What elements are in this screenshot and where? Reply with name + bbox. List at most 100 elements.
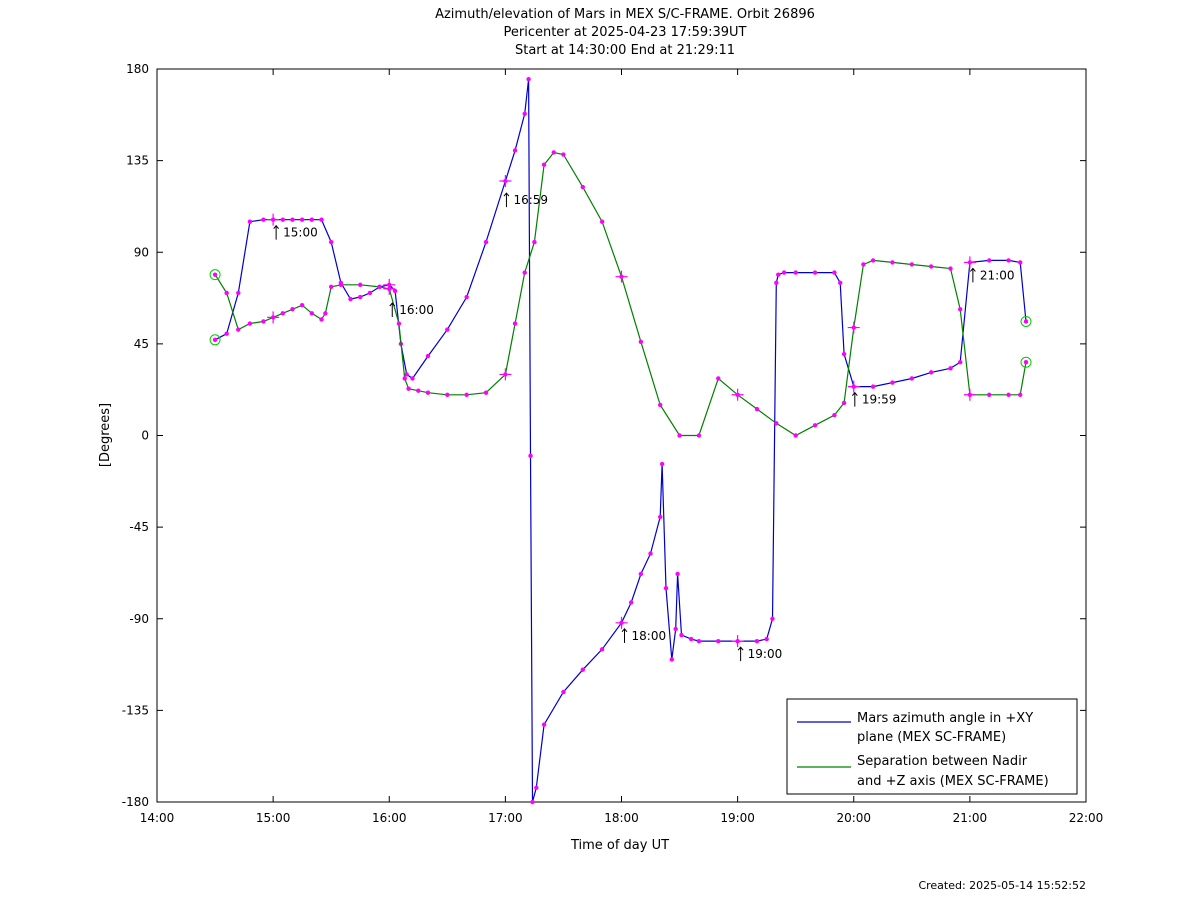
legend-box [786, 698, 1078, 795]
hour-annotation: 19:00 [737, 646, 783, 661]
legend-label-azimuth-line-2: plane (MEX SC-FRAME) [857, 730, 1006, 745]
series-line-separation [214, 151, 1027, 437]
series-line-azimuth [214, 79, 1027, 803]
data-point-separation [290, 307, 295, 312]
data-point-azimuth [659, 461, 665, 467]
data-point-azimuth [280, 217, 286, 222]
data-point-azimuth [561, 689, 566, 695]
data-point-azimuth [754, 638, 760, 644]
data-point-azimuth [793, 270, 798, 275]
data-point-azimuth [319, 217, 324, 222]
data-point-separation [406, 386, 411, 391]
data-point-azimuth [348, 296, 353, 302]
data-point-separation [638, 339, 644, 345]
data-point-azimuth [841, 351, 847, 357]
data-point-separation [445, 392, 450, 397]
hour-label-layer: 15:00 16:00 16:59 18:00 19:00 19:59 21:00 [273, 192, 1015, 661]
data-point-azimuth [696, 638, 702, 644]
data-point-azimuth [392, 288, 398, 294]
data-point-azimuth [445, 327, 450, 332]
series-separation [209, 150, 1032, 438]
hour-cross-marker-azimuth [499, 174, 512, 187]
data-point-separation [987, 392, 992, 397]
endpoint-marker-azimuth [1020, 315, 1032, 327]
data-point-azimuth [870, 384, 876, 389]
hour-cross-marker-azimuth [267, 213, 280, 226]
data-point-azimuth [770, 616, 775, 621]
hour-annotation: 16:59 [503, 192, 548, 208]
data-point-separation [425, 390, 431, 395]
created-timestamp: Created: 2025-05-14 15:52:52 [918, 879, 1086, 892]
hour-cross-marker-azimuth [847, 380, 860, 393]
hour-annotation: 15:00 [273, 224, 318, 240]
endpoint-marker-separation [209, 269, 221, 281]
data-point-azimuth [247, 219, 253, 224]
data-point-azimuth [776, 272, 781, 277]
data-point-separation [377, 284, 382, 290]
data-point-azimuth [838, 280, 843, 285]
data-point-separation [541, 162, 547, 167]
data-point-azimuth [309, 217, 315, 222]
data-point-azimuth [948, 366, 953, 371]
endpoint-marker-azimuth [209, 334, 221, 346]
y-tick-label: 180 [126, 62, 149, 76]
data-point-azimuth [987, 258, 992, 263]
data-point-azimuth [957, 360, 963, 365]
data-point-azimuth [261, 217, 266, 222]
data-point-azimuth [1017, 260, 1023, 265]
data-point-azimuth [1006, 258, 1011, 263]
hour-cross-marker-separation [615, 270, 628, 283]
up-arrow-icon [969, 267, 976, 283]
data-point-separation [532, 239, 537, 245]
hour-annotation-label: 18:00 [632, 629, 667, 643]
data-point-azimuth [328, 239, 334, 245]
data-point-separation [551, 150, 556, 155]
chart-title-line-3: Start at 14:30:00 End at 21:29:11 [515, 43, 735, 58]
data-point-separation [658, 402, 663, 408]
up-arrow-icon [503, 192, 510, 208]
data-point-separation [861, 262, 866, 267]
data-point-azimuth [367, 290, 373, 296]
data-point-separation [328, 284, 334, 290]
data-point-separation [224, 290, 229, 296]
data-point-azimuth [1023, 319, 1029, 324]
data-point-separation [1006, 392, 1011, 397]
data-point-azimuth [764, 636, 769, 642]
data-point-azimuth [530, 799, 535, 805]
y-tick-label: 45 [134, 337, 149, 351]
data-point-separation [319, 317, 324, 322]
data-point-azimuth [774, 280, 779, 285]
data-point-azimuth [890, 380, 895, 385]
y-tick-label: -45 [129, 520, 149, 534]
up-arrow-icon [851, 391, 858, 407]
data-point-azimuth [528, 453, 533, 459]
data-point-separation [212, 272, 218, 277]
data-point-separation [396, 321, 402, 326]
chart-title-line-2: Pericenter at 2025-04-23 17:59:39UT [503, 25, 746, 40]
hour-annotation-label: 19:00 [748, 647, 783, 661]
data-point-azimuth [599, 647, 605, 652]
hour-cross-marker-separation [499, 368, 512, 381]
hour-annotation-label: 16:59 [513, 193, 548, 207]
x-axis: 14:00 15:00 16:00 17:00 18:00 19:00 20:00 21:00… [140, 69, 1104, 825]
data-point-separation [599, 219, 605, 224]
data-point-separation [522, 270, 527, 275]
hour-annotation-label: 21:00 [980, 268, 1015, 282]
x-tick-label: 18:00 [604, 811, 639, 825]
x-tick-label: 22:00 [1069, 811, 1104, 825]
data-point-separation [774, 421, 779, 426]
data-point-separation [338, 282, 344, 288]
data-point-separation [512, 321, 518, 326]
hour-annotation-label: 15:00 [283, 226, 318, 240]
data-point-separation [358, 282, 363, 288]
data-point-separation [870, 258, 876, 263]
hour-annotation: 18:00 [621, 628, 667, 643]
data-point-azimuth [673, 626, 678, 632]
data-point-azimuth [522, 111, 527, 116]
data-point-separation [402, 376, 407, 381]
y-tick-label: 90 [134, 245, 149, 259]
data-point-separation [1023, 360, 1029, 365]
y-tick-label: -135 [122, 703, 149, 717]
hour-cross-marker-azimuth [731, 635, 744, 648]
hour-annotation: 16:00 [389, 302, 434, 317]
